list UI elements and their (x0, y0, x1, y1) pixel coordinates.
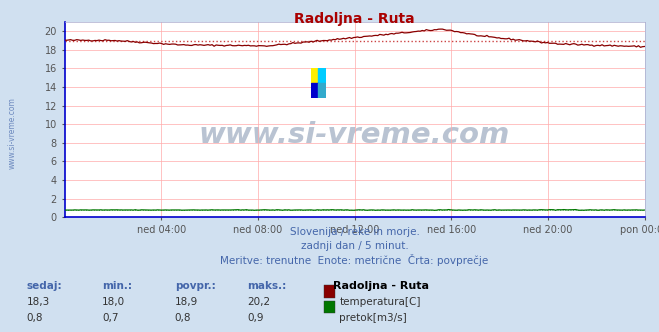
Text: zadnji dan / 5 minut.: zadnji dan / 5 minut. (301, 241, 409, 251)
Text: Meritve: trenutne  Enote: metrične  Črta: povprečje: Meritve: trenutne Enote: metrične Črta: … (220, 254, 489, 266)
Text: maks.:: maks.: (247, 281, 287, 290)
Text: 0,8: 0,8 (175, 313, 191, 323)
Bar (311, 83, 318, 98)
Text: 0,8: 0,8 (26, 313, 43, 323)
Text: 18,9: 18,9 (175, 297, 198, 307)
Text: 18,3: 18,3 (26, 297, 49, 307)
Text: Slovenija / reke in morje.: Slovenija / reke in morje. (289, 227, 420, 237)
Text: Radoljna - Ruta: Radoljna - Ruta (294, 12, 415, 26)
Text: 20,2: 20,2 (247, 297, 270, 307)
Bar (311, 68, 318, 83)
Text: temperatura[C]: temperatura[C] (339, 297, 421, 307)
Text: 0,9: 0,9 (247, 313, 264, 323)
Text: 0,7: 0,7 (102, 313, 119, 323)
Text: Radoljna - Ruta: Radoljna - Ruta (333, 281, 429, 290)
Bar (318, 83, 326, 98)
Text: sedaj:: sedaj: (26, 281, 62, 290)
Text: pretok[m3/s]: pretok[m3/s] (339, 313, 407, 323)
Text: 18,0: 18,0 (102, 297, 125, 307)
Text: min.:: min.: (102, 281, 132, 290)
Text: www.si-vreme.com: www.si-vreme.com (199, 121, 510, 149)
Bar (318, 68, 326, 83)
Text: povpr.:: povpr.: (175, 281, 215, 290)
Text: www.si-vreme.com: www.si-vreme.com (8, 97, 17, 169)
